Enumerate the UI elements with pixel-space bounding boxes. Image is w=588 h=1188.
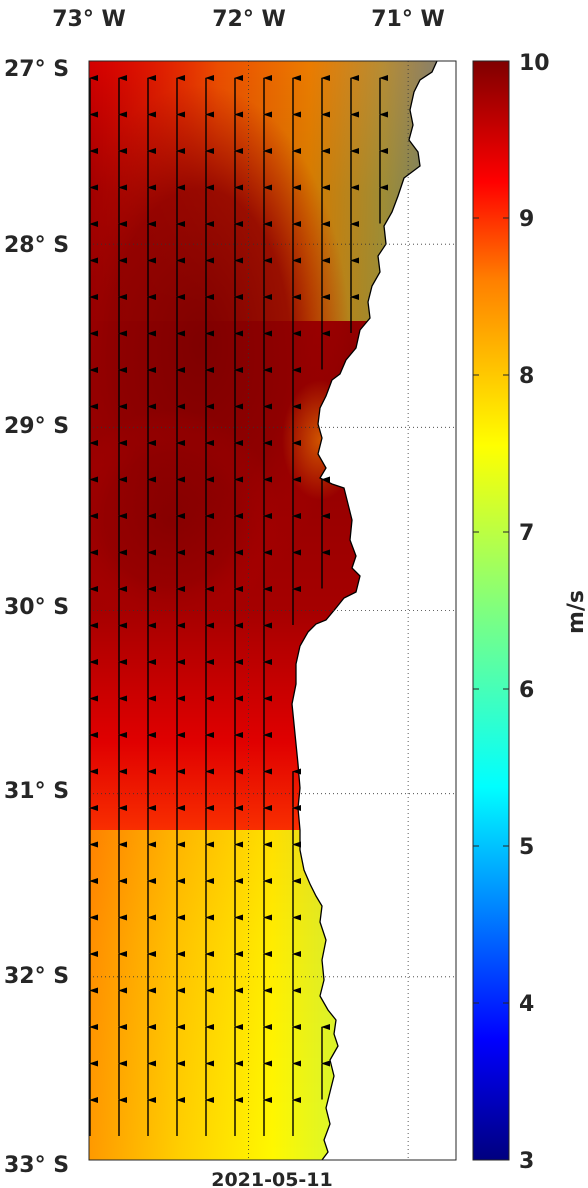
colorbar-tick-label: 8 — [519, 364, 534, 389]
coastline — [291, 60, 438, 1161]
colorbar-unit-label: m/s — [564, 590, 588, 634]
lat-label-31s: 31° S — [4, 779, 69, 804]
date-label: 2021-05-11 — [211, 1169, 333, 1188]
colorbar: 3 4 5 6 7 8 9 10 m/s — [472, 51, 588, 1174]
colorbar-tick-label: 5 — [519, 835, 534, 860]
colorbar-frame — [472, 60, 510, 1161]
lat-label-30s: 30° S — [4, 595, 69, 620]
colorbar-tick-label: 10 — [519, 51, 550, 76]
colorbar-tick-label: 4 — [519, 992, 534, 1017]
colorbar-gradient — [473, 61, 509, 1160]
lat-label-28s: 28° S — [4, 233, 69, 258]
lat-label-27s: 27° S — [4, 57, 69, 82]
map-frame — [88, 60, 457, 1161]
wind-vectors — [89, 75, 388, 1136]
colorbar-tick-label: 6 — [519, 678, 534, 703]
lon-label-72w: 72° W — [212, 7, 286, 32]
colorbar-tick-label: 3 — [519, 1149, 534, 1174]
latitude-labels: 27° S 28° S 29° S 30° S 31° S 32° S 33° … — [4, 57, 69, 1178]
longitude-labels: 73° W 72° W 71° W — [52, 7, 445, 32]
lat-label-29s: 29° S — [4, 414, 69, 439]
lat-label-33s: 33° S — [4, 1153, 69, 1178]
colorbar-tick-label: 7 — [519, 521, 534, 546]
lat-label-32s: 32° S — [4, 964, 69, 989]
lon-label-71w: 71° W — [371, 7, 445, 32]
colorbar-ticks: 3 4 5 6 7 8 9 10 — [473, 51, 550, 1174]
colorbar-tick-label: 9 — [519, 207, 534, 232]
map-panel — [88, 60, 457, 1161]
lon-label-73w: 73° W — [52, 7, 126, 32]
